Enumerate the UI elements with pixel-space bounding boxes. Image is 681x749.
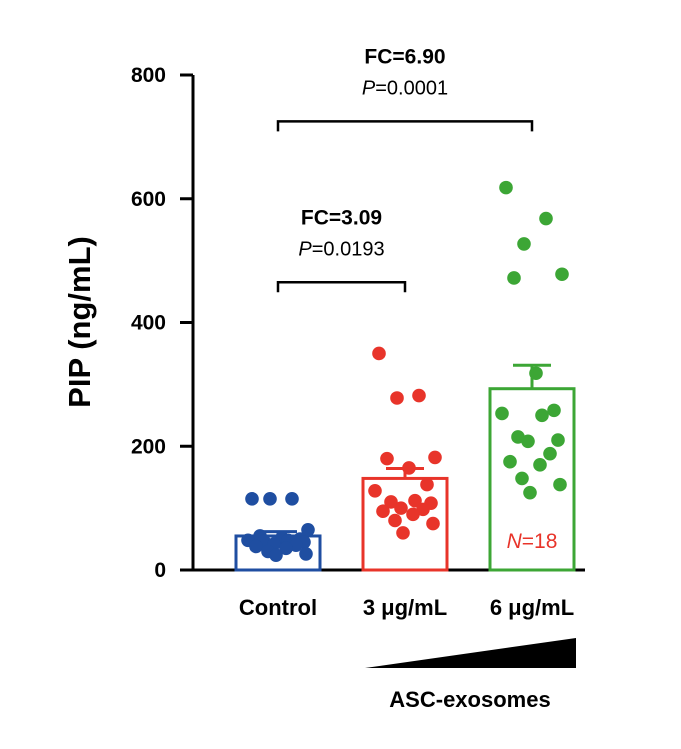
p-value: =0.0193 <box>312 238 385 260</box>
data-point <box>368 484 382 498</box>
data-point <box>390 391 404 405</box>
data-point <box>428 450 442 465</box>
data-point <box>551 433 565 447</box>
data-point <box>279 541 293 556</box>
data-point <box>376 504 390 519</box>
data-point <box>507 271 521 285</box>
data-point <box>539 211 553 226</box>
category-label: Control <box>239 595 317 620</box>
data-point <box>515 471 529 486</box>
axes: 0 200 400 600 800 PIP (ng/mL) <box>62 64 585 582</box>
data-point <box>553 477 567 492</box>
data-point <box>301 522 315 537</box>
data-point <box>380 451 394 466</box>
data-point <box>503 454 517 469</box>
category-label: 6 μg/mL <box>490 595 574 620</box>
fold-change-label: FC=6.90 <box>364 45 445 68</box>
data-point <box>299 547 313 561</box>
group-label: ASC-exosomes <box>389 687 550 712</box>
p-value: =0.0001 <box>375 77 448 99</box>
labels: Control 3 μg/mL 6 μg/mL ASC-exosomes <box>239 595 576 712</box>
data-point <box>533 458 547 472</box>
n-value: =18 <box>522 530 558 553</box>
data-point <box>263 492 277 506</box>
y-tick-label: 600 <box>131 188 166 211</box>
data-point <box>499 180 513 195</box>
category-label: 3 μg/mL <box>363 595 447 620</box>
p-value-label: P=0.0001 <box>362 77 448 99</box>
data-point <box>555 267 569 282</box>
y-tick-label: 400 <box>131 312 166 335</box>
data-point <box>245 492 259 506</box>
data-point <box>402 461 416 475</box>
data-point <box>543 446 557 461</box>
data-point <box>269 548 283 562</box>
n-label: N=18 <box>507 530 558 553</box>
p-italic: P <box>362 77 376 99</box>
y-tick-label: 200 <box>131 435 166 458</box>
p-value-label: P=0.0193 <box>298 238 384 260</box>
data-points <box>241 180 569 562</box>
data-point <box>384 495 398 509</box>
data-point <box>396 526 410 540</box>
fold-change-label: FC=3.09 <box>301 206 382 229</box>
data-point <box>372 346 386 361</box>
n-italic: N <box>507 530 523 553</box>
data-point <box>406 507 420 522</box>
data-point <box>495 406 509 421</box>
data-point <box>529 366 543 381</box>
data-point <box>420 477 434 492</box>
data-point <box>394 501 408 515</box>
data-point <box>523 485 537 500</box>
data-point <box>517 237 531 251</box>
data-point <box>426 516 440 531</box>
significance-bracket <box>276 281 407 293</box>
data-point <box>408 493 422 508</box>
y-tick-label: 800 <box>131 64 166 87</box>
data-point <box>388 513 402 528</box>
data-point <box>535 408 549 423</box>
significance-bracket <box>276 120 534 132</box>
data-point <box>547 403 561 418</box>
y-tick-label: 0 <box>154 559 166 582</box>
data-point <box>521 434 535 449</box>
dose-ramp <box>365 638 576 668</box>
data-point <box>412 388 426 403</box>
p-italic: P <box>298 238 312 260</box>
y-axis-title: PIP (ng/mL) <box>62 236 97 408</box>
data-point <box>249 539 263 554</box>
data-point <box>285 492 299 506</box>
